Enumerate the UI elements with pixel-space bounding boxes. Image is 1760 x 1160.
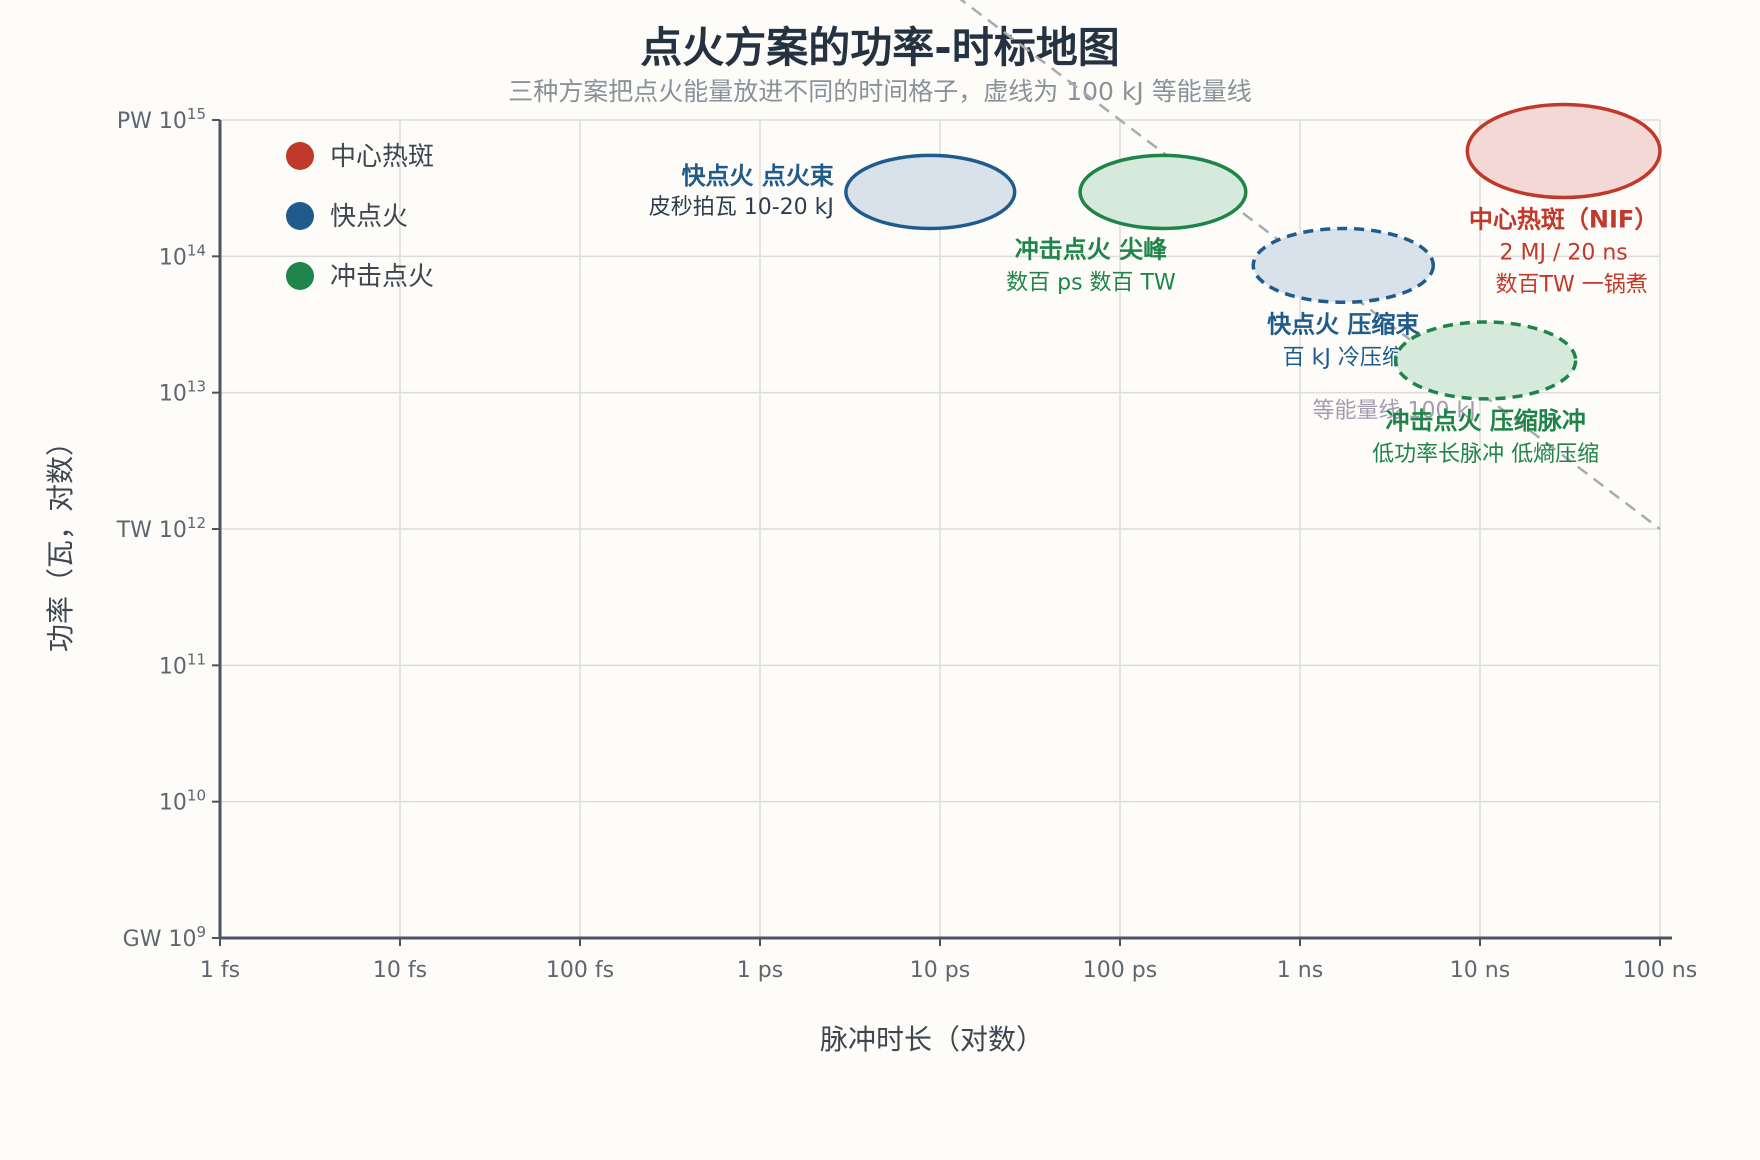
region-note: 皮秒拍瓦 10-20 kJ (649, 195, 834, 220)
legend-label: 快点火 (330, 202, 408, 232)
y-tick-label: 1010 (159, 787, 206, 816)
legend-marker (286, 202, 314, 230)
region-ellipse (1393, 320, 1578, 401)
region-note: 数百TW 一锅煮 (1496, 273, 1648, 298)
y-axis-label: 功率（瓦，对数） (44, 428, 77, 652)
region-note: 低功率长脉冲 低熵压缩 (1372, 442, 1599, 467)
region-3: 中心热斑（NIF） 2 MJ / 20 ns 数百TW 一锅煮 (1465, 102, 1662, 298)
x-tick-label: 100 ns (1623, 958, 1697, 983)
region-label: 快点火 点火束 (682, 162, 835, 190)
region-ellipse (1251, 226, 1436, 305)
x-tick-label: 1 ns (1277, 958, 1323, 983)
y-tick-label: TW 1012 (116, 514, 206, 543)
x-tick-label: 10 ns (1450, 958, 1510, 983)
y-tick-label: 1013 (159, 378, 206, 407)
axes (212, 119, 1672, 946)
region-ellipse (1078, 153, 1248, 231)
region-ellipse (844, 153, 1017, 231)
y-tick-label: GW 109 (123, 923, 206, 952)
region-ellipse (1465, 102, 1662, 200)
legend-marker (286, 262, 314, 290)
legend-label: 冲击点火 (330, 262, 434, 292)
legend-item: 中心热斑 (286, 142, 434, 172)
y-tick-label: 1011 (159, 650, 206, 679)
y-tick-label: 1014 (159, 241, 206, 270)
legend-label: 中心热斑 (330, 142, 434, 172)
iso-energy-label: 等能量线 100 kJ (1313, 399, 1476, 424)
x-axis-label: 脉冲时长（对数） (820, 1023, 1044, 1056)
region-note: 数百 ps 数百 TW (1006, 271, 1176, 296)
x-tick-label: 1 ps (737, 958, 783, 983)
region-label: 冲击点火 压缩脉冲 (1385, 407, 1585, 435)
chart-title: 点火方案的功率-时标地图 (640, 23, 1119, 72)
x-tick-labels: 1 fs 10 fs 100 fs 1 ps 10 ps 100 ps 1 ns 10 ns 1… (200, 958, 1697, 983)
region-label: 冲击点火 尖峰 (1015, 236, 1167, 264)
region-label: 快点火 压缩束 (1267, 310, 1420, 338)
legend-marker (286, 142, 314, 170)
region-note: 2 MJ / 20 ns (1500, 241, 1628, 266)
region-label: 中心热斑（NIF） (1469, 206, 1658, 234)
legend-item: 冲击点火 (286, 262, 434, 292)
grid (219, 119, 1661, 939)
legend-item: 快点火 (286, 202, 408, 232)
x-tick-label: 1 fs (200, 958, 240, 983)
x-tick-label: 10 fs (373, 958, 427, 983)
y-tick-labels: GW 109 1010 1011 TW 1012 1013 1014 PW 1015 (116, 105, 206, 952)
chart-subtitle: 三种方案把点火能量放进不同的时间格子，虚线为 100 kJ 等能量线 (508, 77, 1251, 106)
y-tick-label: PW 1015 (117, 105, 206, 134)
x-tick-label: 100 ps (1083, 958, 1157, 983)
region-note: 百 kJ 冷压缩 (1283, 345, 1404, 370)
x-tick-label: 100 fs (546, 958, 614, 983)
x-tick-label: 10 ps (910, 958, 970, 983)
